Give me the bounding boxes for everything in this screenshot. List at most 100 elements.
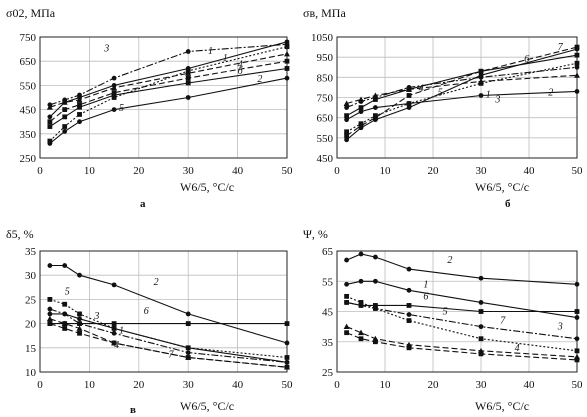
y-axis-label: σв, МПа <box>303 6 346 20</box>
series-line-2 <box>346 90 578 121</box>
data-point <box>111 340 117 346</box>
y-tick-label: 65 <box>322 246 334 258</box>
data-point <box>47 297 53 302</box>
x-tick-label: 20 <box>428 379 440 391</box>
data-point <box>574 89 580 94</box>
y-tick-label: 850 <box>317 72 334 84</box>
data-point <box>478 336 484 342</box>
data-point <box>284 44 290 50</box>
curve-label: 4 <box>515 343 520 354</box>
data-point <box>574 72 580 78</box>
curve-label: б <box>238 66 244 77</box>
x-tick-label: 10 <box>380 165 392 177</box>
data-point <box>61 99 68 105</box>
data-point <box>373 97 378 102</box>
y-tick-label: 1050 <box>311 32 334 44</box>
data-point <box>574 357 580 363</box>
curve-label: 6 <box>524 54 529 65</box>
data-point <box>47 114 53 120</box>
x-tick-label: 20 <box>133 379 145 391</box>
data-point <box>574 52 580 58</box>
data-point <box>373 339 378 345</box>
data-point <box>406 287 412 293</box>
data-point <box>185 311 191 317</box>
curve-label: 4 <box>238 59 243 70</box>
curve-label: 4 <box>419 83 424 94</box>
data-point <box>406 318 412 323</box>
series-line-5 <box>49 298 288 359</box>
x-tick-label: 30 <box>476 379 488 391</box>
data-point <box>406 266 412 272</box>
series-line-2 <box>49 264 288 344</box>
data-point <box>574 44 580 50</box>
data-point <box>284 340 290 346</box>
x-tick-label: 10 <box>84 165 96 177</box>
data-point <box>358 251 364 257</box>
data-point <box>478 351 484 357</box>
curve-label: 7 <box>168 349 174 360</box>
data-point <box>478 80 484 86</box>
data-point <box>478 275 484 281</box>
curve-label: 1 <box>223 53 228 64</box>
data-point <box>358 96 364 102</box>
chart-panel-2: 450 550 650 750 850 950 1050 0 10 20 30 40 50 σв, МПа… <box>303 6 583 210</box>
series-line-7 <box>49 60 288 123</box>
data-point <box>284 321 290 326</box>
data-point <box>111 321 117 326</box>
series-line-2 <box>346 253 578 285</box>
curve-label: 6 <box>423 291 428 302</box>
y-tick-label: 550 <box>317 133 334 145</box>
series-line-4 <box>346 326 578 358</box>
x-tick-label: 50 <box>282 379 294 391</box>
y-tick-label: 650 <box>20 56 37 68</box>
data-point <box>574 60 580 66</box>
x-tick-label: 30 <box>183 379 195 391</box>
x-tick-label: 30 <box>183 165 195 177</box>
data-point <box>344 257 349 263</box>
data-point <box>77 316 82 322</box>
y-tick-label: 30 <box>25 270 37 282</box>
data-point <box>111 282 117 288</box>
data-point <box>478 68 484 74</box>
curve-label: 4 <box>114 340 119 351</box>
data-point <box>344 129 349 135</box>
curve-label: 5 <box>443 307 448 318</box>
x-tick-label: 20 <box>133 165 145 177</box>
data-point <box>478 74 484 80</box>
x-tick-label: 40 <box>232 379 244 391</box>
data-point <box>373 303 378 308</box>
data-point <box>574 336 580 342</box>
data-point <box>344 281 349 287</box>
data-point <box>344 117 349 123</box>
data-point <box>185 68 191 74</box>
curve-label: 3 <box>494 95 500 106</box>
y-tick-label: 45 <box>322 307 334 319</box>
data-point <box>185 80 191 86</box>
data-point <box>111 326 117 331</box>
data-point <box>77 321 82 326</box>
x-tick-label: 20 <box>428 165 440 177</box>
data-point <box>344 137 349 143</box>
curve-label: 5 <box>438 87 443 98</box>
y-tick-label: 450 <box>20 105 37 117</box>
curve-label: 2 <box>548 87 553 98</box>
data-point <box>406 312 412 317</box>
series-line-1 <box>346 48 578 141</box>
y-tick-label: 35 <box>322 337 334 349</box>
curve-label: 2 <box>257 74 262 85</box>
data-point <box>111 107 117 112</box>
y-tick-label: 10 <box>25 367 37 379</box>
series-line-7 <box>346 332 578 361</box>
data-point <box>358 278 364 284</box>
data-point <box>111 92 117 98</box>
data-point <box>574 309 580 314</box>
y-tick-label: 250 <box>20 153 37 165</box>
data-point <box>284 359 290 365</box>
curve-label: 7 <box>558 42 564 53</box>
data-point <box>62 128 68 134</box>
data-point <box>111 84 118 91</box>
data-point <box>284 355 290 360</box>
x-tick-label: 50 <box>282 165 294 177</box>
